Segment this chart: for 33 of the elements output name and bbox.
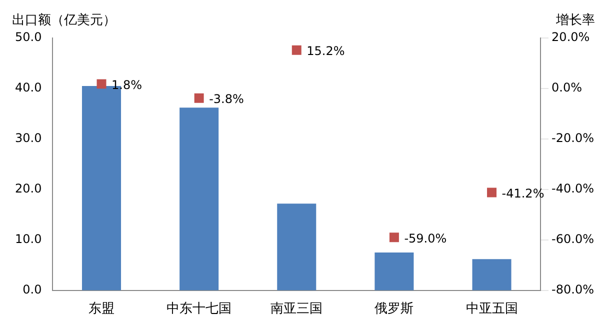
point [96,79,106,89]
bar [277,204,316,290]
y2-axis-title: 增长率 [555,12,595,28]
x-tick-label: 东盟 [88,302,114,317]
y-tick-label: 30.0 [15,131,42,146]
y-tick-label: 40.0 [15,80,42,95]
y-axis-title: 出口额（亿美元） [12,12,116,28]
x-tick-label: 俄罗斯 [374,302,414,317]
y2-tick-label: 20.0% [552,30,590,44]
x-tick-label: 中东十七国 [166,302,232,317]
y2-tick-label: 0.0% [552,80,582,95]
y2-tick-label: -80.0% [552,282,594,297]
x-tick-label: 中亚五国 [466,302,518,317]
data-label: 1.8% [112,78,142,92]
y2-tick-label: -20.0% [552,131,594,146]
y-tick-label: 0.0 [22,282,42,297]
y-tick-label: 10.0 [15,232,42,246]
y2-tick-label: -60.0% [552,232,594,246]
bar [180,108,219,290]
point [292,45,302,55]
point [487,188,497,198]
bar [374,252,414,290]
data-label: -3.8% [209,92,244,106]
data-label: 15.2% [306,44,345,58]
point [389,232,399,242]
bar [472,259,512,290]
x-tick-label: 南亚三国 [270,302,323,317]
y2-tick-label: -40.0% [552,182,594,196]
y-tick-label: 50.0 [15,30,42,44]
point [194,93,204,103]
data-label: -59.0% [404,232,447,246]
y-tick-label: 20.0 [15,182,42,196]
data-label: -41.2% [502,186,544,201]
